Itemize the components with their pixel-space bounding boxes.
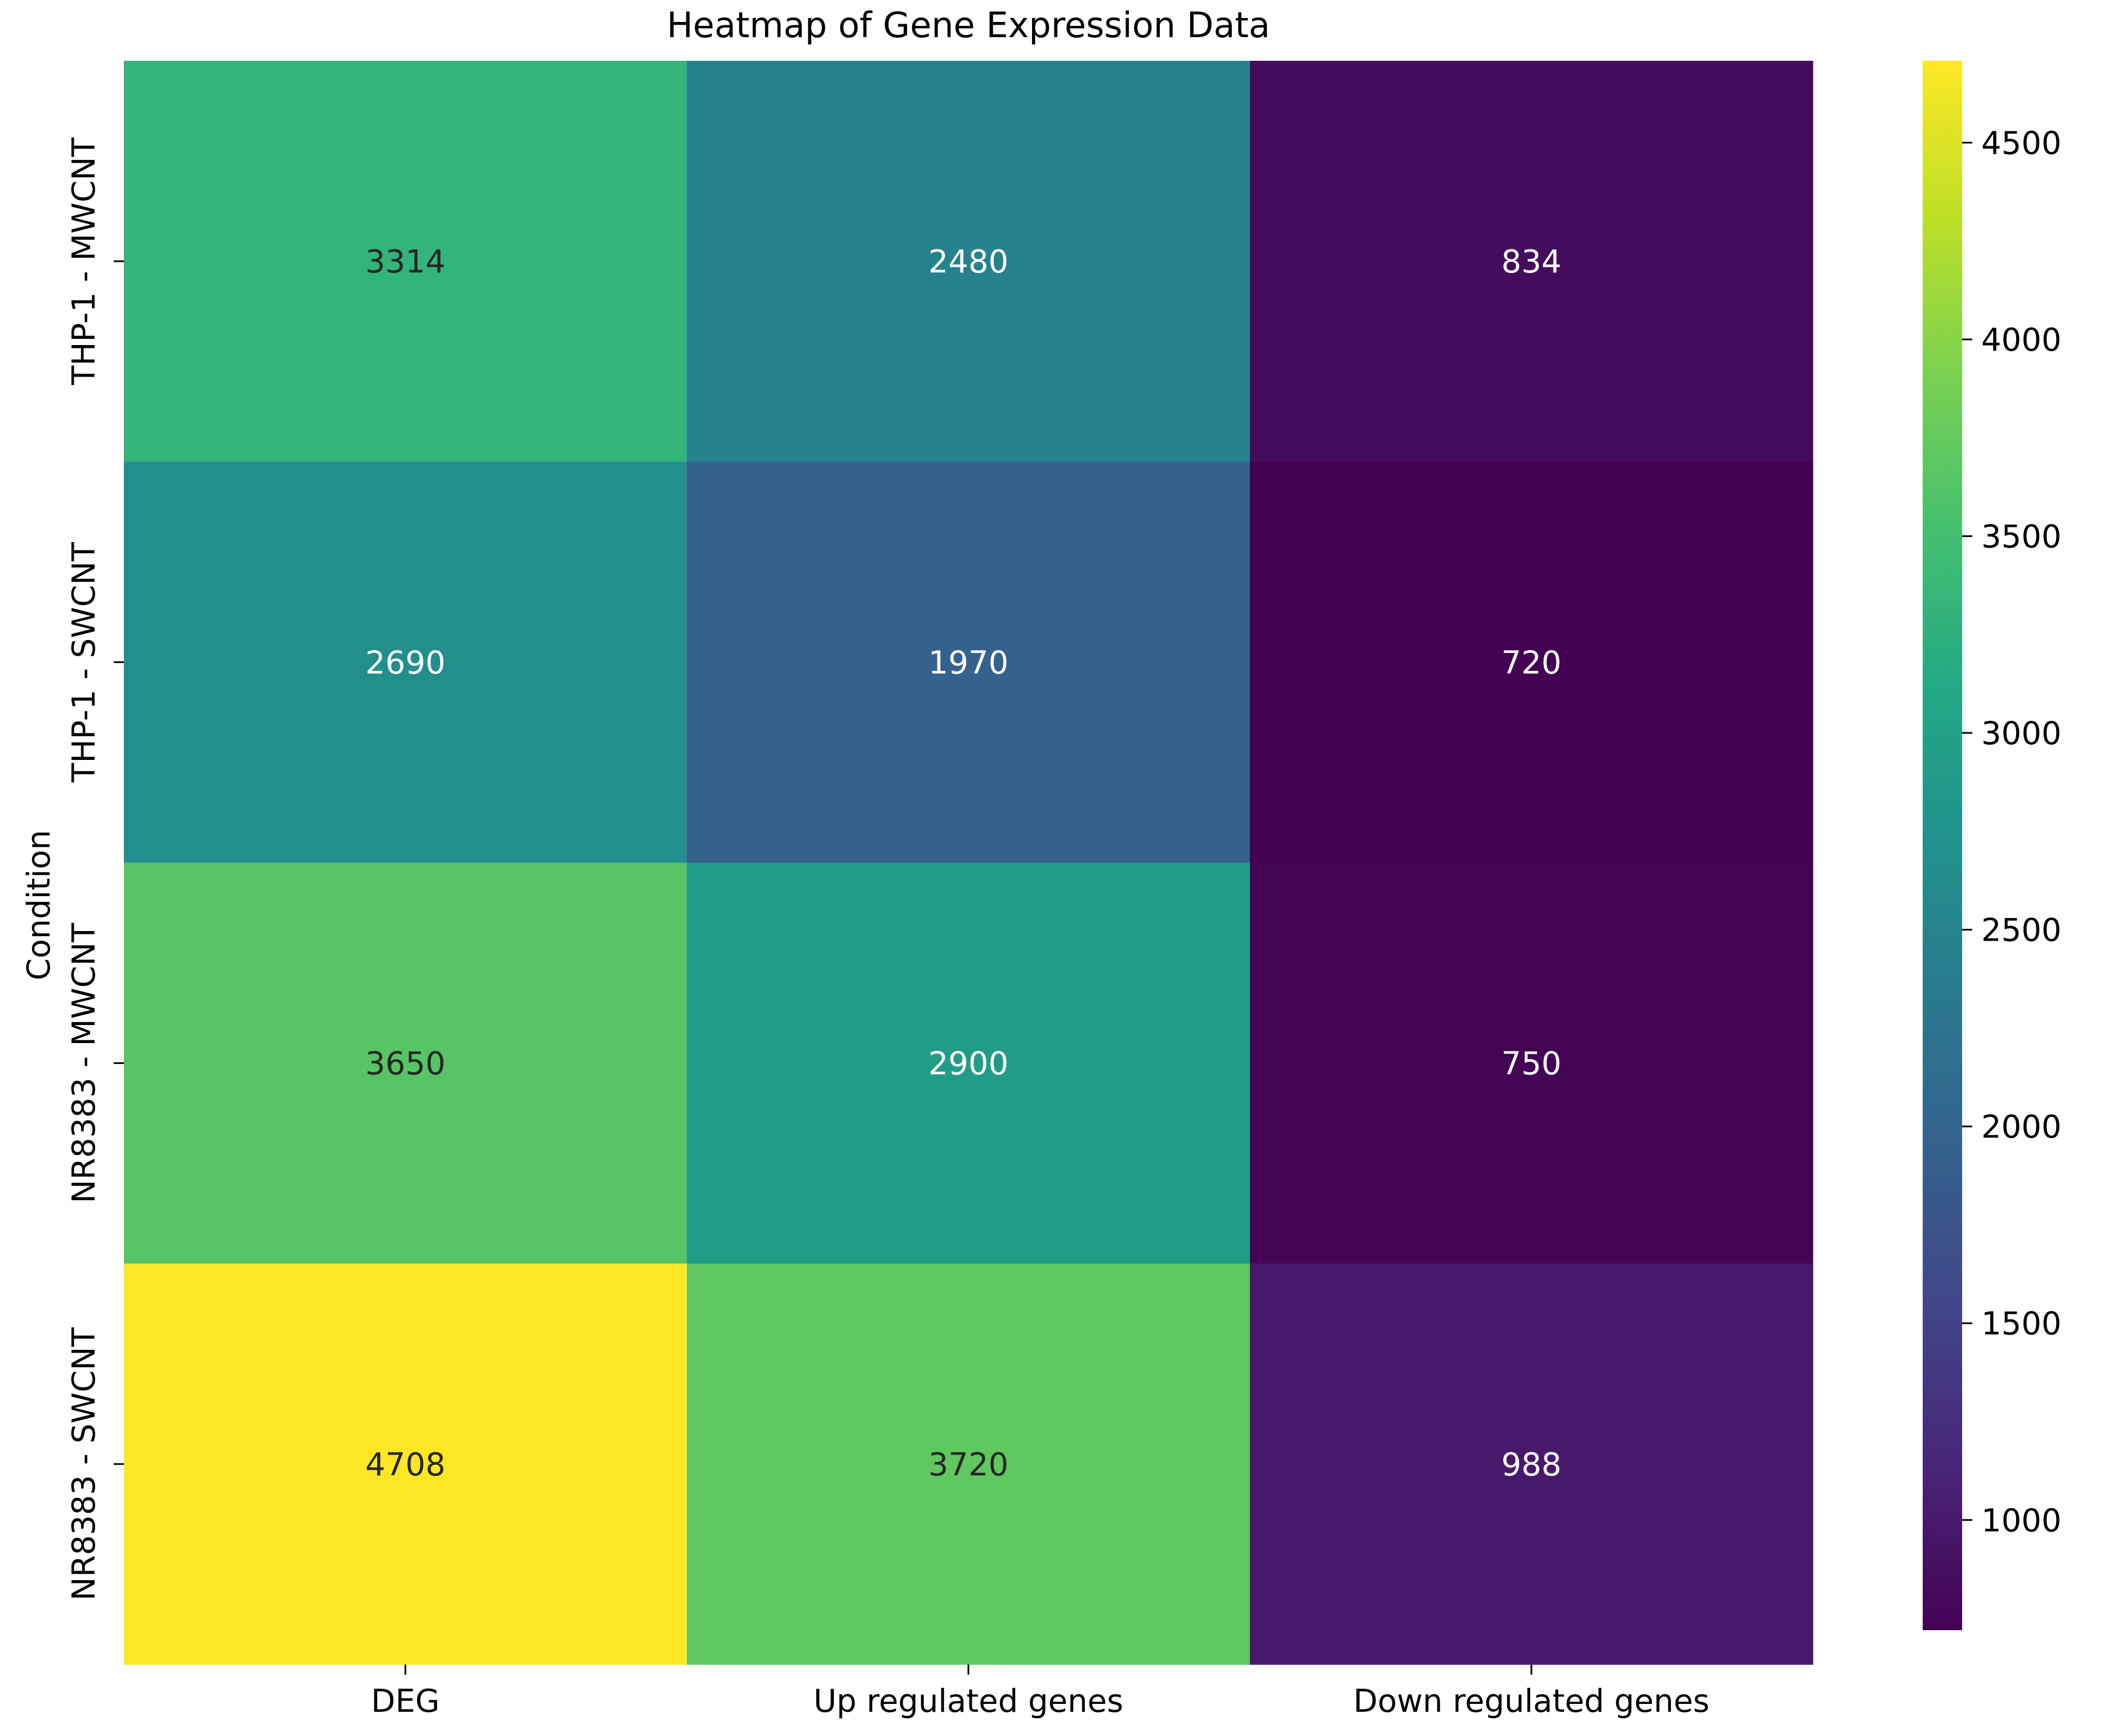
- colorbar-tick-label: 1000: [1981, 1502, 2062, 1539]
- colorbar-tick-label: 1500: [1981, 1306, 2062, 1343]
- heatmap-cell: [124, 1263, 687, 1665]
- y-axis-ticks: THP-1 - MWCNT THP-1 - SWCNT NR8383 - MWCNT…: [66, 137, 124, 1601]
- colorbar-tick-label: 4500: [1981, 125, 2062, 162]
- cell-value-label: 2690: [365, 645, 446, 681]
- cell-value-label: 2480: [928, 244, 1009, 280]
- y-tick-label: THP-1 - SWCNT: [66, 542, 102, 782]
- heatmap-cell: [687, 1263, 1250, 1665]
- y-tick-label: THP-1 - MWCNT: [66, 137, 102, 386]
- x-tick-label: Down regulated genes: [1353, 1683, 1710, 1720]
- colorbar-tick-label: 3500: [1981, 519, 2062, 556]
- heatmap-cell: [687, 862, 1250, 1264]
- y-tick-label: NR8383 - MWCNT: [66, 923, 102, 1203]
- cell-value-label: 3650: [365, 1046, 446, 1082]
- colorbar-tick-label: 4000: [1981, 322, 2062, 359]
- heatmap-cell: [687, 61, 1250, 462]
- cell-value-label: 1970: [928, 645, 1009, 681]
- x-axis-ticks: DEG Up regulated genes Down regulated gene…: [371, 1665, 1709, 1720]
- colorbar-tick-label: 2500: [1981, 912, 2062, 949]
- cell-value-label: 750: [1502, 1046, 1562, 1082]
- cell-value-label: 720: [1502, 645, 1562, 681]
- cell-value-label: 2900: [928, 1046, 1009, 1082]
- cell-value-label: 3314: [365, 244, 446, 280]
- colorbar-tick-label: 2000: [1981, 1109, 2062, 1146]
- colorbar-tick-label: 3000: [1981, 715, 2062, 752]
- heatmap-cell: [1250, 1263, 1813, 1665]
- heatmap-cell: [687, 462, 1250, 863]
- y-axis-label: Condition: [21, 830, 57, 980]
- cell-value-label: 4708: [365, 1447, 446, 1483]
- cell-value-label: 988: [1502, 1447, 1562, 1483]
- chart-title: Heatmap of Gene Expression Data: [667, 5, 1270, 46]
- heatmap-cell: [124, 862, 687, 1264]
- cell-value-label: 3720: [928, 1447, 1009, 1483]
- cell-value-label: 834: [1502, 244, 1562, 280]
- cell-annotations: 3314 2480 834 2690 1970 720 3650 2900 750 4708 372…: [365, 244, 1562, 1483]
- y-tick-label: NR8383 - SWCNT: [66, 1327, 102, 1600]
- heatmap-cell: [1250, 61, 1813, 462]
- heatmap-cell: [1250, 462, 1813, 863]
- x-tick-label: DEG: [371, 1683, 440, 1720]
- heatmap-cell: [124, 462, 687, 863]
- colorbar-ticks: 1000 1500 2000 2500 3000 3500 4000 4500: [1962, 125, 2062, 1539]
- heatmap-cells: [124, 61, 1813, 1665]
- colorbar: [1923, 61, 1962, 1630]
- x-tick-label: Up regulated genes: [814, 1683, 1123, 1720]
- heatmap-cell: [1250, 862, 1813, 1264]
- heatmap-cell: [124, 61, 687, 462]
